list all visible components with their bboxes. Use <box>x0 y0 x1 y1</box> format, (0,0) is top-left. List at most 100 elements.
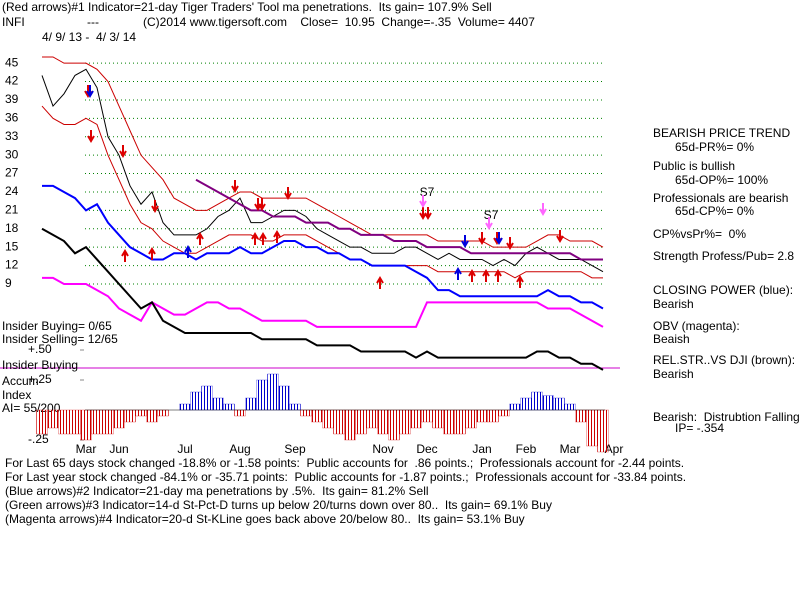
signal-arrow <box>485 217 493 230</box>
accum-bar <box>465 409 477 429</box>
signal-arrow <box>273 230 281 243</box>
signal-arrow <box>151 200 159 213</box>
y-tick-label: 42 <box>5 74 19 88</box>
signal-arrow <box>424 207 432 220</box>
signal-arrow <box>482 269 490 282</box>
accum-bar <box>80 409 92 441</box>
accum-bar <box>234 409 246 417</box>
accum-bar <box>355 409 367 435</box>
footer-line: For Last year stock changed -84.1% or -3… <box>5 470 686 484</box>
accum-bar <box>289 403 301 411</box>
signal-arrow <box>196 232 204 245</box>
annotation: S7 <box>420 185 435 199</box>
signal-arrow <box>506 237 514 250</box>
footer-line: (Magenta arrows)#4 Indicator=20-d St-KLi… <box>5 512 525 526</box>
side-label: BEARISH PRICE TREND <box>653 126 790 140</box>
series-line <box>41 105 603 279</box>
accum-bar <box>113 409 125 429</box>
accum-bar <box>509 403 521 411</box>
series-line <box>41 68 604 273</box>
signal-arrow <box>259 232 267 245</box>
y-tick-label: +.25 <box>28 372 52 386</box>
accum-bar <box>91 409 103 435</box>
accum-bar <box>498 409 510 417</box>
signal-arrow <box>284 187 292 200</box>
x-tick-label: Apr <box>605 442 624 456</box>
y-tick-label: 21 <box>5 203 19 217</box>
accum-bar <box>586 409 598 447</box>
side-label: CP%vsPr%= 0% <box>653 227 746 241</box>
accum-bar <box>333 409 345 435</box>
footer-line: (Green arrows)#3 Indicator=14-d St-Pct-D… <box>5 498 552 512</box>
accum-bar <box>36 409 48 435</box>
accum-bar <box>520 397 532 411</box>
y-tick-label: 9 <box>5 276 12 290</box>
left-label: Accum <box>2 374 39 388</box>
accum-bar <box>531 391 543 411</box>
side-label: Beaish <box>653 332 690 346</box>
x-tick-label: Aug <box>229 442 250 456</box>
accum-bar <box>201 385 213 411</box>
x-tick-label: Feb <box>516 442 537 456</box>
accum-bar <box>102 409 114 435</box>
accum-bar <box>179 403 191 411</box>
accum-bar <box>157 409 169 417</box>
side-label: IP= -.354 <box>675 421 724 435</box>
side-label: 65d-PR%= 0% <box>675 140 754 154</box>
side-label: Public is bullish <box>653 159 735 173</box>
left-label: Index <box>2 388 31 402</box>
signal-arrow <box>121 249 129 262</box>
accum-bar <box>443 409 455 435</box>
signal-arrow <box>86 85 94 98</box>
side-label: OBV (magenta): <box>653 319 740 333</box>
accum-bar <box>212 397 224 411</box>
side-label: CLOSING POWER (blue): <box>653 283 793 297</box>
side-label: Strength Profess/Pub= 2.8 <box>653 249 794 263</box>
x-tick-label: Mar <box>76 442 97 456</box>
x-tick-label: Sep <box>284 442 306 456</box>
accum-bar <box>256 379 268 411</box>
accum-bar <box>245 397 257 411</box>
series-line <box>41 227 604 371</box>
left-label: Insider Buying= 0/65 <box>2 319 112 333</box>
x-tick-label: Mar <box>560 442 581 456</box>
accum-bar <box>124 409 136 423</box>
signal-arrow <box>258 198 266 211</box>
x-tick-label: Dec <box>416 442 437 456</box>
side-label: 65d-OP%= 100% <box>675 173 768 187</box>
accum-bar <box>564 403 576 411</box>
accum-bar <box>135 409 147 417</box>
header-line: (Red arrows)#1 Indicator=21-day Tiger Tr… <box>2 0 492 14</box>
side-label: Professionals are bearish <box>653 191 788 205</box>
signal-arrow <box>231 180 239 193</box>
accum-bar <box>476 409 488 423</box>
x-tick-label: Jun <box>109 442 128 456</box>
side-label: REL.STR..VS DJI (brown): <box>653 353 795 367</box>
y-tick-label: 39 <box>5 92 19 106</box>
accum-bar <box>311 409 323 423</box>
accum-bar <box>300 409 312 417</box>
signal-arrow <box>478 232 486 245</box>
y-tick-label: 45 <box>5 55 19 69</box>
y-tick-label: -.25 <box>28 432 49 446</box>
accum-bar <box>69 409 81 435</box>
y-tick-label: 33 <box>5 129 19 143</box>
side-label: Bearish: Distrubtion Falling <box>653 410 800 424</box>
accum-bar <box>410 409 422 429</box>
left-label: Insider Buying <box>2 358 78 372</box>
side-label: Bearish <box>653 367 694 381</box>
accum-bar <box>575 409 587 423</box>
footer-line: (Blue arrows)#2 Indicator=21-day ma pene… <box>5 484 429 498</box>
series-line <box>195 178 603 261</box>
y-tick-label: 24 <box>5 184 19 198</box>
accum-bar <box>377 409 389 435</box>
accum-bar <box>223 403 235 411</box>
accum-bar <box>146 409 158 423</box>
signal-arrow <box>419 195 427 208</box>
accum-bar <box>366 409 378 429</box>
y-tick-label: 30 <box>5 147 19 161</box>
x-tick-label: Nov <box>372 442 393 456</box>
signal-arrow <box>87 130 95 143</box>
signal-arrow <box>468 269 476 282</box>
